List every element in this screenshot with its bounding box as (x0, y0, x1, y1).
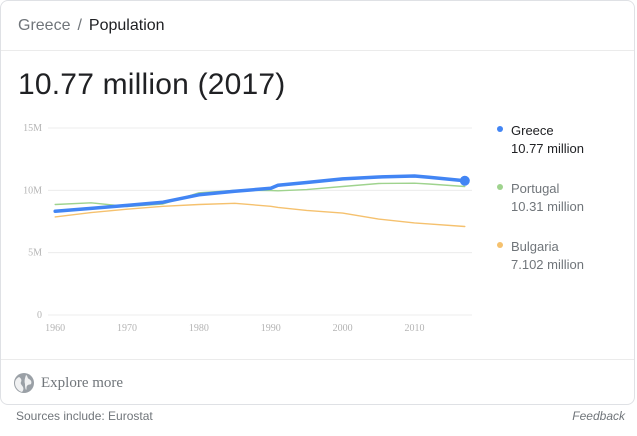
sources-text: Sources include: Eurostat (16, 409, 153, 423)
y-tick-label: 0 (37, 310, 42, 321)
legend-value: 10.31 million (511, 199, 584, 214)
legend-dot-greece (497, 126, 503, 132)
legend-name: Greece (511, 123, 554, 138)
breadcrumb-current: Population (88, 16, 165, 34)
explore-more-bar[interactable]: Explore more (1, 359, 634, 406)
legend-value: 10.77 million (511, 141, 584, 156)
legend-dot-portugal (497, 184, 503, 190)
x-tick-label: 1970 (117, 323, 137, 334)
breadcrumb-parent[interactable]: Greece (18, 16, 71, 34)
globe-icon (13, 372, 35, 394)
breadcrumb: Greece / Population (1, 1, 634, 51)
feedback-link[interactable]: Feedback (572, 409, 625, 423)
legend-item-bulgaria[interactable]: Bulgaria 7.102 million (497, 239, 627, 297)
x-tick-label: 2000 (333, 323, 353, 334)
x-tick-label: 2010 (405, 323, 425, 334)
legend-value: 7.102 million (511, 257, 584, 272)
y-tick-label: 5M (28, 248, 42, 259)
legend-name: Portugal (511, 181, 560, 196)
x-tick-label: 1960 (45, 323, 65, 334)
legend-name: Bulgaria (511, 239, 559, 254)
breadcrumb-separator: / (77, 16, 82, 34)
legend-dot-bulgaria (497, 242, 503, 248)
y-tick-label: 15M (23, 123, 42, 134)
chart-legend: Greece 10.77 million Portugal 10.31 mill… (497, 123, 627, 297)
x-tick-label: 1980 (189, 323, 209, 334)
y-tick-label: 10M (23, 185, 42, 196)
series-line-bulgaria (54, 202, 466, 228)
legend-item-portugal[interactable]: Portugal 10.31 million (497, 181, 627, 239)
x-tick-label: 1990 (261, 323, 281, 334)
series-endpoint-greece (459, 175, 470, 186)
series-line-greece (53, 174, 467, 213)
legend-item-greece[interactable]: Greece 10.77 million (497, 123, 627, 181)
headline-value: 10.77 million (2017) (18, 68, 286, 101)
series-line-portugal (54, 182, 466, 208)
population-card: Greece / Population 10.77 million (2017)… (0, 0, 635, 405)
explore-more-label: Explore more (41, 374, 124, 391)
